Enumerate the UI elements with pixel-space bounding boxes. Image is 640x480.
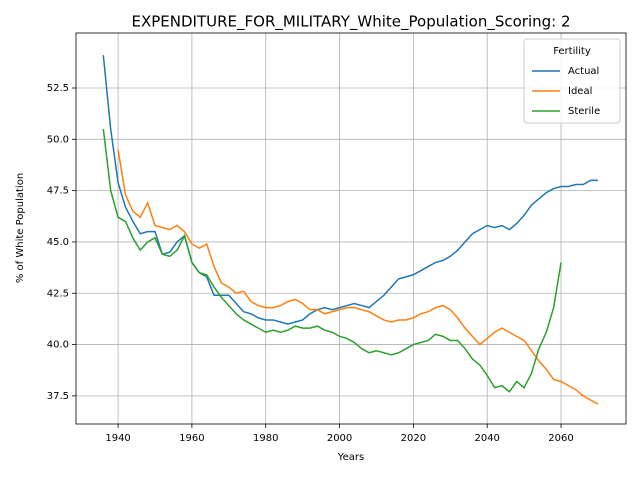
x-tick-label: 1960 <box>179 433 204 444</box>
plot-frame <box>75 32 627 425</box>
x-tick-label: 2020 <box>401 433 426 444</box>
y-tick-label: 52.5 <box>47 83 69 94</box>
x-tick-label: 1980 <box>253 433 278 444</box>
y-tick-label: 50.0 <box>47 134 69 145</box>
y-axis-label: % of White Population <box>15 173 26 283</box>
y-tick-label: 37.5 <box>47 391 69 402</box>
legend-box <box>523 38 621 124</box>
x-tick-label: 1940 <box>105 433 130 444</box>
x-tick-label: 2000 <box>327 433 352 444</box>
y-tick-label: 47.5 <box>47 186 69 197</box>
x-axis-label: Years <box>337 452 364 463</box>
legend-label: Sterile <box>568 106 600 117</box>
legend: Fertility Actual Ideal Sterile <box>523 38 621 124</box>
legend-label: Ideal <box>568 86 592 97</box>
y-tick-label: 42.5 <box>47 288 69 299</box>
chart-title: EXPENDITURE_FOR_MILITARY_White_Populatio… <box>132 13 571 32</box>
x-tick-label: 2040 <box>474 433 499 444</box>
series-line <box>117 149 599 405</box>
y-tick-label: 45.0 <box>47 237 69 248</box>
x-tick-label: 2060 <box>548 433 573 444</box>
legend-label: Actual <box>568 66 599 77</box>
legend-title: Fertility <box>553 46 591 57</box>
y-tick-label: 40.0 <box>47 340 69 351</box>
series-line <box>102 128 562 393</box>
